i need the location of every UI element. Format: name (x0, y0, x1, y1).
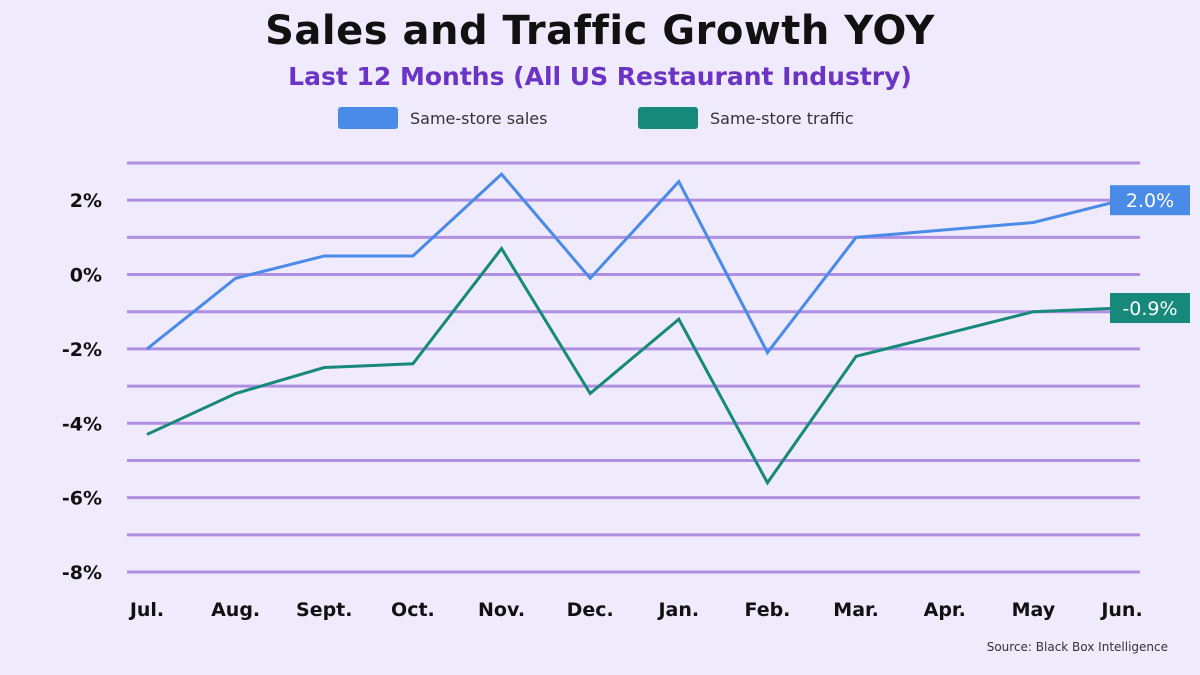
x-tick-label: Feb. (744, 599, 790, 621)
end-label-box-traffic (1110, 293, 1190, 324)
source-note: Source: Black Box Intelligence (986, 640, 1168, 654)
y-tick-label: 2% (70, 190, 102, 212)
end-label-box-sales (1110, 185, 1190, 216)
x-tick-label: Dec. (567, 599, 614, 621)
y-tick-label: -2% (62, 339, 102, 361)
legend-label-traffic: Same-store traffic (710, 108, 854, 128)
y-tick-label: 0% (70, 265, 102, 287)
end-label-traffic: -0.9% (1122, 298, 1177, 320)
x-tick-label: Sept. (296, 599, 352, 621)
legend-swatch-traffic (638, 107, 698, 129)
series-line-traffic (146, 245, 1123, 486)
x-tick-label: Jul. (128, 599, 164, 621)
legend-swatch-sales (338, 107, 398, 129)
y-tick-label: -8% (62, 562, 102, 584)
chart-title: Sales and Traffic Growth YOY (265, 8, 935, 54)
end-label-sales: 2.0% (1126, 190, 1174, 212)
x-tick-label: Oct. (391, 599, 435, 621)
x-tick-label: Aug. (211, 599, 260, 621)
x-tick-label: May (1012, 599, 1056, 621)
legend-item-sales: Same-store sales (338, 104, 547, 132)
y-tick-label: -6% (62, 488, 102, 510)
x-tick-label: Jan. (656, 599, 699, 621)
chart-subtitle: Last 12 Months (All US Restaurant Indust… (288, 62, 912, 91)
x-tick-label: Mar. (833, 599, 879, 621)
legend: Same-store sales Same-store traffic (0, 104, 1200, 132)
legend-label-sales: Same-store sales (410, 108, 548, 128)
x-tick-label: Apr. (924, 599, 966, 621)
legend-item-traffic: Same-store traffic (638, 104, 854, 132)
y-tick-label: -4% (62, 413, 102, 435)
x-tick-label: Nov. (478, 599, 525, 621)
series-line-sales (146, 171, 1123, 356)
x-tick-label: Jun. (1099, 599, 1142, 621)
